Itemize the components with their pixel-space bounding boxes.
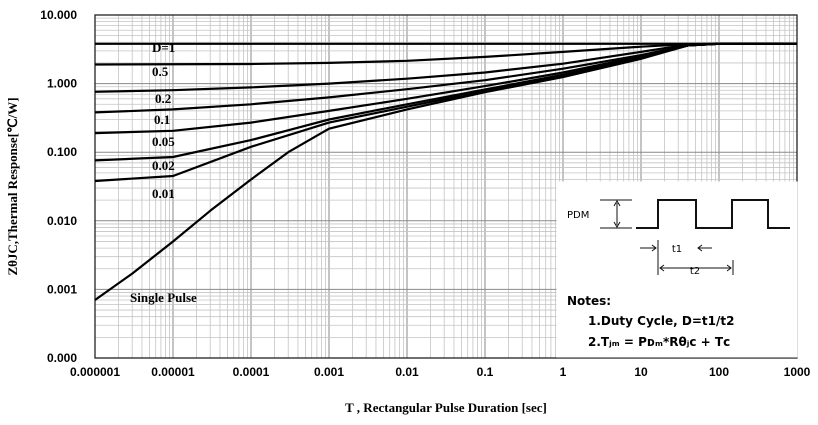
x-tick-label: 10 <box>634 365 648 379</box>
x-tick-label: 0.01 <box>395 365 419 379</box>
x-tick-label: 0.000001 <box>70 365 120 379</box>
series-label-0-05: 0.05 <box>152 134 175 149</box>
series-line-0-02 <box>94 42 797 162</box>
x-tick-label: 0.00001 <box>151 365 195 379</box>
series-line-0-1 <box>94 42 797 114</box>
pdm-label: PDM <box>567 210 589 221</box>
x-tick-label: 0.001 <box>314 365 344 379</box>
t1-label: t1 <box>672 244 682 255</box>
series-label-0-2: 0.2 <box>155 91 171 106</box>
y-tick-label: 0.001 <box>47 282 77 296</box>
y-tick-labels: 0.000 0.001 0.010 0.100 1.000 10.000 <box>40 8 77 365</box>
duty-cycle-inset: PDM t1 t2 Notes: 1.Duty Cycle, D=t1/t2 2… <box>556 181 798 358</box>
y-axis-title: ZθJC,Thermal Response[℃/W] <box>5 97 20 275</box>
x-tick-label: 100 <box>709 365 729 379</box>
notes-line-2: 2.Tⱼₘ = Pᴅₘ*Rθⱼᴄ + Tᴄ <box>588 335 730 349</box>
y-tick-label: 0.000 <box>47 351 77 365</box>
y-tick-label: 1.000 <box>47 77 77 91</box>
series-labels: D=1 0.5 0.2 0.1 0.05 0.02 0.01 Single Pulse <box>130 40 197 305</box>
series-label-0-1: 0.1 <box>154 112 170 127</box>
series-label-0-5: 0.5 <box>152 64 169 79</box>
inset-background <box>556 181 798 358</box>
series-line-0-5 <box>94 42 797 66</box>
x-tick-label: 1 <box>560 365 567 379</box>
series-label-single-pulse: Single Pulse <box>130 290 197 305</box>
series-label-d-1: D=1 <box>152 40 175 55</box>
y-tick-label: 0.010 <box>47 214 77 228</box>
t2-label: t2 <box>690 266 700 277</box>
x-tick-label: 0.1 <box>477 365 494 379</box>
y-tick-label: 10.000 <box>40 8 77 22</box>
series-line-single-pulse <box>94 42 797 301</box>
y-tick-label: 0.100 <box>47 145 77 159</box>
notes-heading: Notes: <box>567 294 611 308</box>
pulse-waveform <box>636 199 790 229</box>
series-label-0-01: 0.01 <box>152 186 175 201</box>
series-label-0-02: 0.02 <box>152 158 175 173</box>
notes-line-1: 1.Duty Cycle, D=t1/t2 <box>588 314 734 328</box>
x-tick-label: 1000 <box>784 365 811 379</box>
series-layer <box>94 42 797 301</box>
x-tick-label: 0.0001 <box>233 365 270 379</box>
x-axis-title: T , Rectangular Pulse Duration [sec] <box>345 400 547 415</box>
pulse-dimension-lines <box>600 199 734 275</box>
x-tick-labels: 0.000001 0.00001 0.0001 0.001 0.01 0.1 1 10 100 1… <box>70 365 811 379</box>
